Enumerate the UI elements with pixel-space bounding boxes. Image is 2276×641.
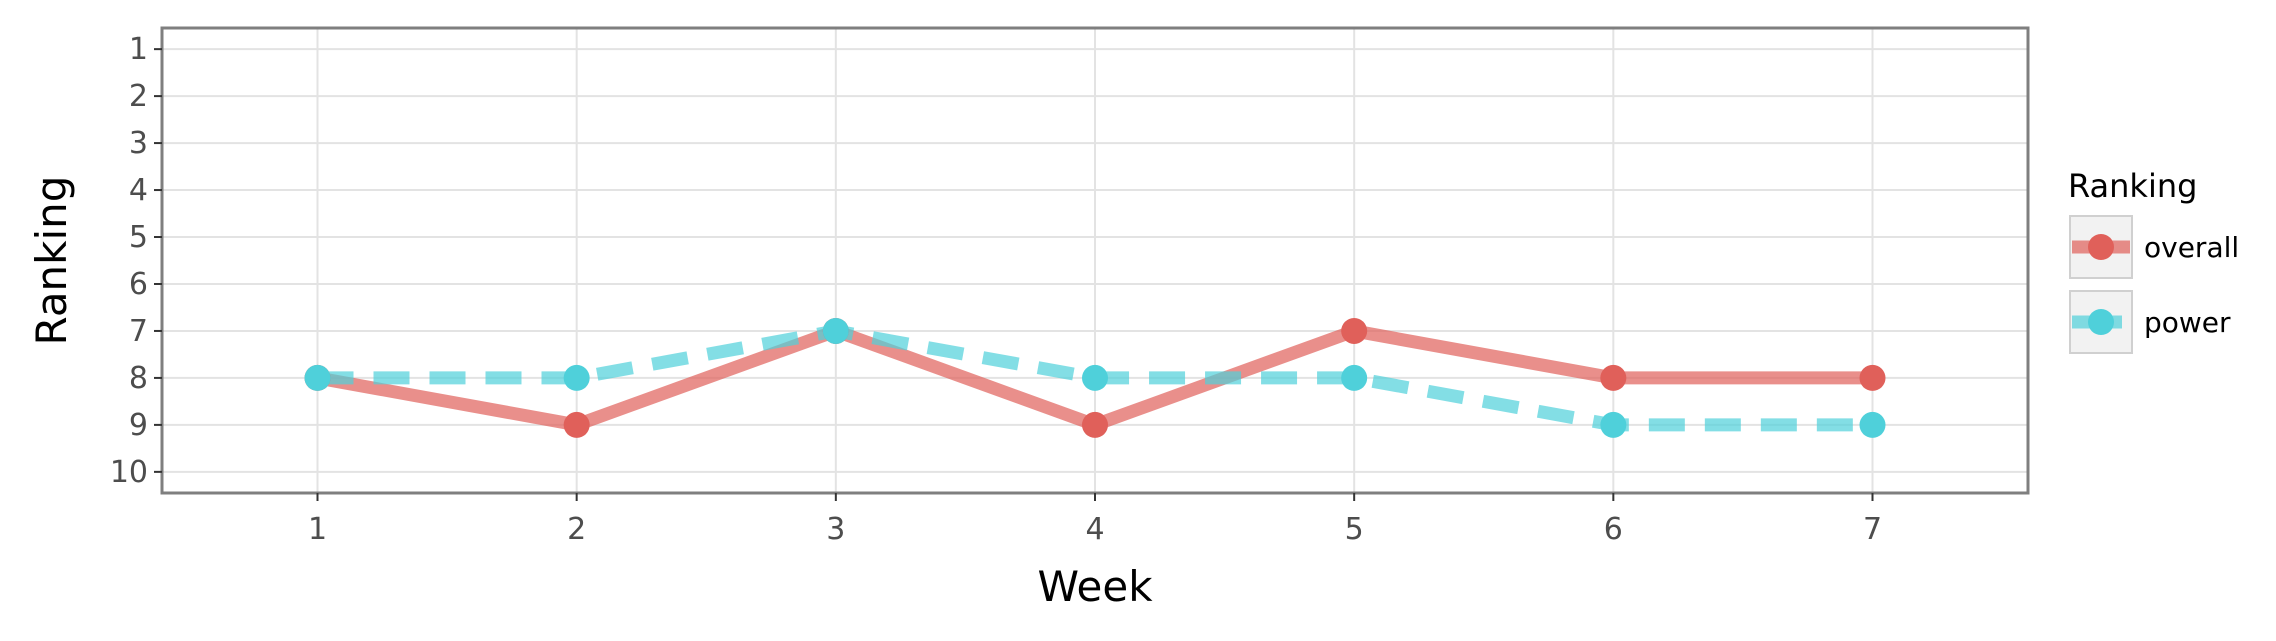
series-layer: [304, 317, 1886, 438]
legend: Ranking overall power: [2068, 167, 2239, 354]
y-tick-label: 5: [129, 220, 148, 255]
data-point-power: [1859, 411, 1886, 438]
y-tick-label: 7: [129, 314, 148, 349]
legend-title: Ranking: [2068, 167, 2197, 205]
data-point-power: [1600, 411, 1627, 438]
legend-marker-power: [2088, 309, 2114, 335]
data-point-power: [822, 317, 849, 344]
data-point-power: [304, 364, 331, 391]
x-tick-label: 2: [567, 512, 586, 547]
y-tick-label: 3: [129, 126, 148, 161]
y-tick-label: 6: [129, 267, 148, 302]
x-tick-label: 4: [1085, 512, 1104, 547]
data-point-overall: [1600, 364, 1627, 391]
x-axis-title: Week: [1037, 562, 1153, 611]
data-point-power: [1082, 364, 1108, 391]
y-tick-label: 9: [129, 408, 148, 443]
data-point-overall: [1341, 317, 1368, 344]
x-tick-label: 7: [1863, 512, 1882, 547]
legend-label-overall: overall: [2144, 231, 2239, 264]
y-tick-label: 2: [129, 79, 148, 114]
axis-ticks: [154, 48, 1874, 501]
y-tick-label: 1: [129, 32, 148, 67]
tick-labels: 1 2 3 4 5 6 7 1 2 3 4 5 6 7 8 9 10: [110, 32, 1882, 547]
legend-label-power: power: [2144, 306, 2231, 339]
legend-marker-overall: [2088, 234, 2114, 260]
x-tick-label: 6: [1604, 512, 1623, 547]
data-point-overall: [563, 411, 590, 438]
x-tick-label: 3: [826, 512, 845, 547]
y-tick-label: 4: [129, 173, 148, 208]
x-tick-label: 1: [308, 512, 327, 547]
x-tick-label: 5: [1345, 512, 1364, 547]
data-point-overall: [1859, 364, 1886, 391]
data-point-overall: [1082, 411, 1108, 438]
y-axis-title: Ranking: [27, 176, 76, 346]
data-point-power: [1341, 364, 1368, 391]
y-tick-label: 10: [110, 455, 148, 490]
y-tick-label: 8: [129, 361, 148, 396]
data-point-power: [563, 364, 590, 391]
